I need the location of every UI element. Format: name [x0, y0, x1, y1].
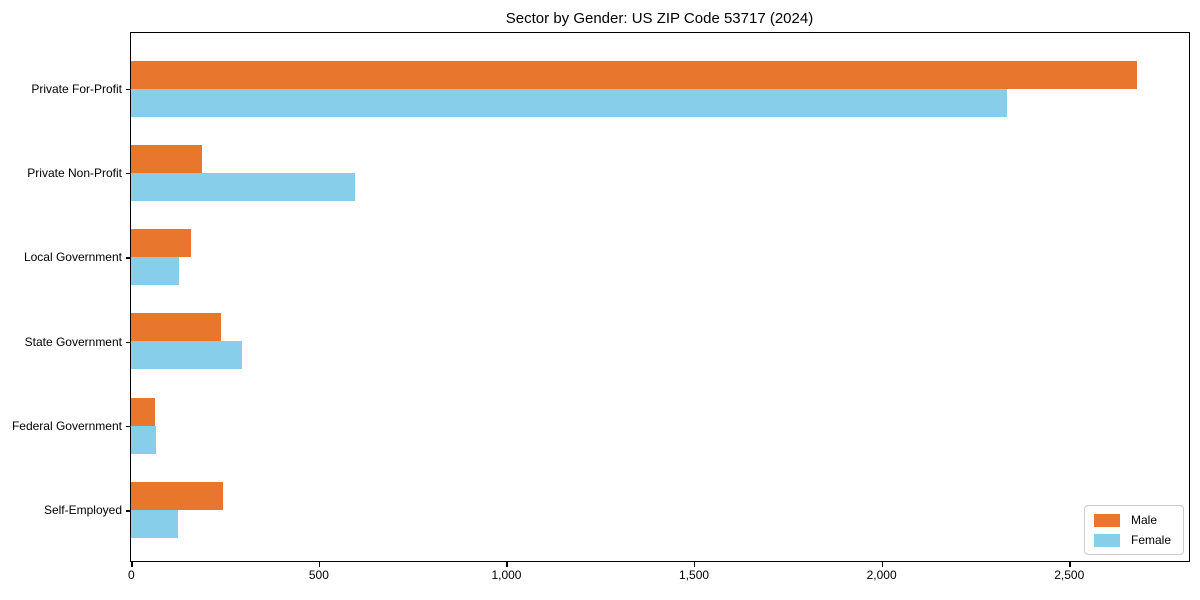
- y-tick-label: State Government: [24, 334, 122, 349]
- bar-male-local-government: [131, 229, 191, 258]
- x-tick-label: 500: [308, 568, 329, 582]
- male-legend-swatch: [1093, 513, 1120, 527]
- y-tick-label: Federal Government: [11, 419, 122, 433]
- y-tick-mark: [125, 510, 130, 512]
- bar-male-self-employed: [131, 482, 224, 510]
- y-tick-label: Private Non-Profit: [27, 166, 122, 181]
- bar-male-private-for-profit: [131, 60, 1137, 89]
- bar-female-private-non-profit: [131, 172, 355, 201]
- bar-female-state-government: [131, 341, 243, 370]
- y-tick-mark: [125, 341, 130, 343]
- plot-area: Male Female: [130, 32, 1190, 562]
- x-tick-label: 1,000: [491, 568, 522, 582]
- bar-female-self-employed: [131, 510, 178, 538]
- y-tick-mark: [125, 173, 130, 175]
- bar-male-state-government: [131, 313, 221, 342]
- x-tick-label: 1,500: [679, 568, 710, 582]
- x-tick-mark: [881, 562, 883, 567]
- y-tick-mark: [125, 257, 130, 259]
- x-tick-mark: [318, 562, 321, 567]
- legend: Male Female: [1083, 505, 1184, 555]
- x-tick-label: 2,000: [866, 568, 897, 582]
- bar-male-private-non-profit: [131, 144, 203, 173]
- bars-layer: [131, 33, 1189, 561]
- y-tick-mark: [125, 88, 130, 91]
- female-legend-swatch: [1093, 533, 1120, 547]
- bar-male-federal-government: [131, 397, 155, 426]
- y-tick-label: Private For-Profit: [31, 81, 122, 96]
- x-tick-label: 0: [127, 568, 135, 582]
- y-tick-mark: [125, 426, 130, 428]
- chart-title: Sector by Gender: US ZIP Code 53717 (202…: [505, 10, 814, 27]
- female-legend-label: Female: [1130, 533, 1171, 547]
- legend-item-male: Male: [1093, 513, 1171, 527]
- x-tick-mark: [506, 562, 508, 567]
- x-tick-mark: [1069, 562, 1071, 567]
- bar-female-federal-government: [131, 425, 157, 454]
- bar-female-private-for-profit: [131, 88, 1007, 117]
- legend-item-female: Female: [1093, 533, 1171, 547]
- x-tick-mark: [694, 562, 696, 567]
- x-tick-label: 2,500: [1054, 568, 1085, 582]
- bar-female-local-government: [131, 257, 179, 286]
- y-tick-label: Self-Employed: [43, 503, 122, 518]
- y-tick-label: Local Government: [23, 250, 122, 265]
- male-legend-label: Male: [1130, 513, 1157, 527]
- x-tick-mark: [131, 562, 133, 567]
